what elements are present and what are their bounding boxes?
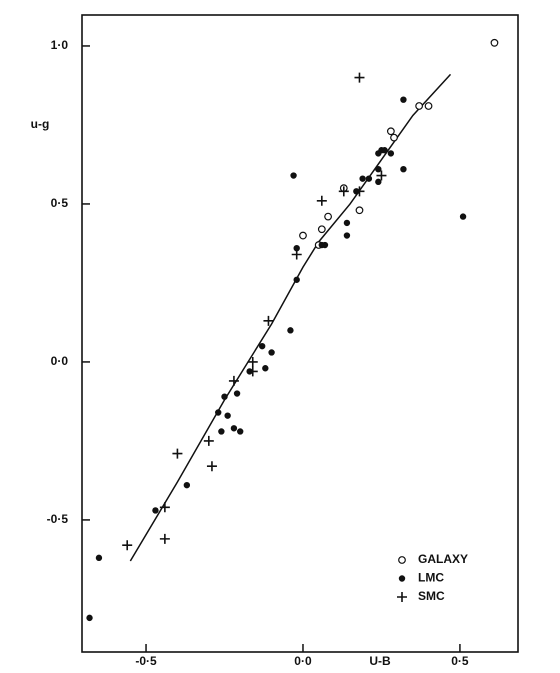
data-point [262,365,269,372]
y-tick-label: -0·5 [47,512,69,526]
data-point [355,206,364,215]
data-point [218,428,225,435]
y-tick-label: 0·0 [51,354,69,368]
legend-label: LMC [418,571,444,585]
data-point [172,448,183,459]
data-point [490,38,499,47]
data-point [381,147,388,154]
data-point [203,435,214,446]
data-point [183,481,191,489]
fit-curve [129,73,452,562]
data-point [424,102,433,110]
data-point [247,366,258,377]
x-tick-label: 0·5 [451,654,469,668]
data-point [415,102,424,110]
x-tick-label: 0·0 [294,654,312,668]
y-tick-label: 1·0 [51,38,69,52]
data-point [230,425,238,432]
data-point [290,172,297,179]
data-point [387,150,395,157]
data-point [318,241,326,249]
data-point [293,276,300,283]
x-axis-label: U-B [369,654,391,668]
data-point [354,72,365,83]
data-point [365,175,373,182]
data-point [159,533,170,544]
data-point [291,249,302,260]
data-point [224,412,231,419]
data-point [324,212,332,221]
y-tick-label: 0·5 [51,196,69,210]
data-point [237,428,244,435]
data-point [206,461,217,472]
data-point [122,540,133,551]
legend-marker [397,592,407,602]
data-point [299,231,307,240]
data-point [338,186,349,197]
legend-label: SMC [418,589,445,603]
data-point [263,315,274,326]
data-point [386,127,395,136]
data-point [258,342,266,350]
data-point [317,225,326,234]
data-point [343,219,351,227]
data-point [376,170,387,181]
plot-frame [81,14,519,653]
data-point [159,502,170,513]
data-point [354,186,365,197]
data-point [152,507,159,514]
data-point [375,150,382,157]
legend-marker [398,575,406,582]
data-point [375,165,382,173]
data-point [268,349,275,356]
data-point [359,175,366,182]
data-point [86,614,93,622]
data-point [459,213,467,220]
x-tick-label: -0·5 [135,654,157,668]
data-point [390,133,398,142]
data-point [95,554,103,562]
data-point [400,165,407,173]
data-point [221,393,228,400]
y-axis-label: u-g [31,117,50,131]
legend-label: GALAXY [418,552,468,566]
data-point [375,178,382,186]
data-point [228,375,239,386]
data-point [233,390,241,397]
legend-marker [398,556,406,564]
data-point [287,327,294,334]
data-point [343,232,351,239]
data-point [247,356,258,367]
data-point [400,96,407,103]
data-point [316,195,327,206]
data-point [215,409,222,416]
